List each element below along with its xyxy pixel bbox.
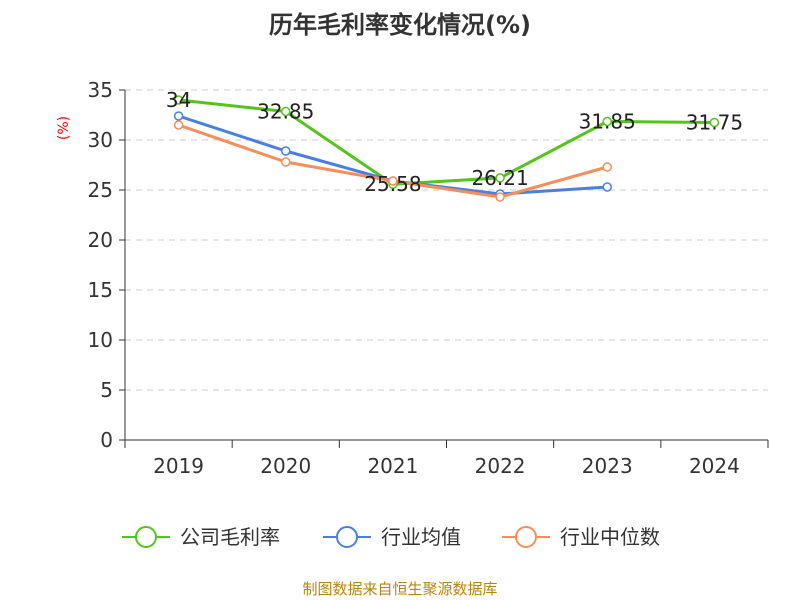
data-point[interactable]: [281, 106, 291, 117]
y-tick-label: 0: [100, 428, 113, 452]
legend-label: 公司毛利率: [180, 525, 280, 549]
source-note: 制图数据来自恒生聚源数据库: [302, 580, 497, 598]
data-point[interactable]: [602, 116, 612, 127]
y-tick-label: 10: [88, 328, 113, 352]
x-tick-label: 2020: [260, 454, 311, 478]
y-tick-label: 20: [88, 228, 113, 252]
x-tick-label: 2023: [582, 454, 633, 478]
data-point[interactable]: [495, 173, 505, 183]
grid-lines: [125, 89, 768, 391]
data-label: 26.21: [471, 166, 528, 190]
y-tick-label: 25: [88, 178, 113, 202]
legend-marker: [515, 526, 537, 548]
x-tick-label: 2024: [689, 454, 740, 478]
data-point[interactable]: [173, 120, 184, 130]
data-label: 25.58: [364, 172, 421, 196]
legend[interactable]: 公司毛利率 行业均值 行业中位数: [122, 525, 660, 549]
data-point[interactable]: [281, 157, 291, 167]
data-labels: 34 32.85 25.58 26.21 31.85 31.75: [166, 88, 743, 196]
y-tick-label: 5: [100, 378, 113, 402]
data-point[interactable]: [602, 182, 612, 192]
legend-marker: [135, 526, 157, 548]
legend-label: 行业均值: [381, 525, 461, 549]
legend-label: 行业中位数: [560, 525, 660, 549]
data-point[interactable]: [709, 117, 720, 128]
x-tick-label: 2021: [367, 454, 418, 478]
data-label: 32.85: [257, 100, 314, 124]
x-tick-label: 2022: [475, 454, 526, 478]
data-point[interactable]: [388, 176, 398, 186]
data-label: 31.85: [579, 110, 636, 134]
legend-item[interactable]: 行业中位数: [502, 525, 660, 549]
data-label: 34: [166, 88, 191, 112]
series-lines: [173, 95, 720, 202]
series-line-0: [177, 98, 716, 186]
data-point[interactable]: [602, 162, 612, 172]
y-tick-label: 15: [88, 278, 113, 302]
y-tick-label: 30: [88, 128, 113, 152]
data-point[interactable]: [173, 95, 184, 105]
legend-item[interactable]: 公司毛利率: [122, 525, 280, 549]
legend-item[interactable]: 行业均值: [323, 525, 461, 549]
data-label: 31.75: [686, 111, 743, 135]
legend-marker: [336, 526, 358, 548]
data-point[interactable]: [281, 146, 291, 156]
chart-title: 历年毛利率变化情况(%): [269, 11, 531, 39]
y-axis-label: (%): [56, 116, 72, 140]
data-point[interactable]: [173, 111, 184, 121]
y-tick-label: 35: [88, 78, 113, 102]
data-point[interactable]: [495, 192, 505, 202]
axes: 0 5 10 15 20 25 30 35 2019 2020 2021 2022 2023 2024: [88, 78, 769, 478]
x-tick-label: 2019: [153, 454, 204, 478]
